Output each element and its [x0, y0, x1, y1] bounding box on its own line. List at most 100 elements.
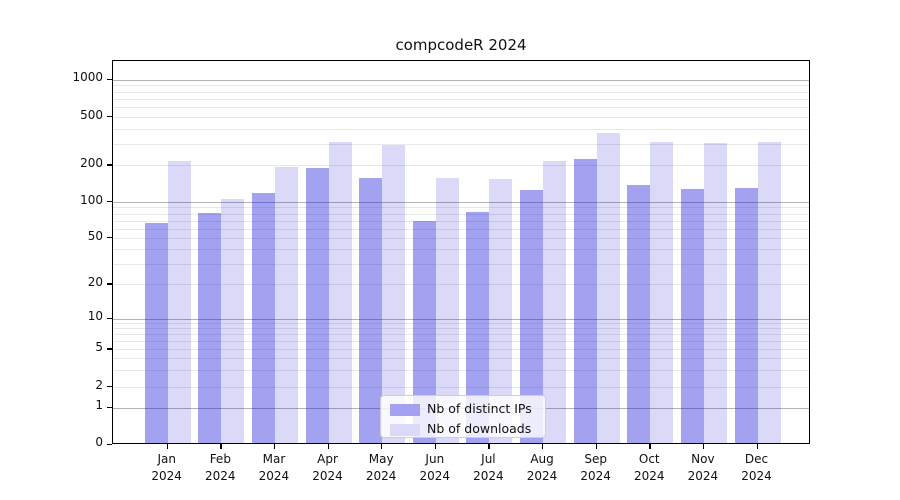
- bar-ips-jan: [144, 222, 168, 443]
- x-tick-apr: [327, 444, 329, 449]
- gridline-minor-7: [113, 334, 809, 336]
- x-label-year: 2024: [312, 469, 343, 483]
- x-tick-label-jun: Jun 2024: [395, 451, 475, 485]
- gridline-minor-200: [113, 165, 809, 167]
- bar-downloads-nov: [703, 143, 727, 443]
- x-tick-label-may: May 2024: [341, 451, 421, 485]
- y-tick-10: [107, 317, 112, 319]
- y-tick-label-1: 1: [95, 398, 103, 413]
- y-tick-0: [107, 443, 112, 445]
- y-tick-label-5: 5: [95, 339, 103, 354]
- bar-ips-feb: [198, 213, 222, 443]
- bar-downloads-may: [382, 145, 406, 443]
- legend-label-distinct-ips: Nb of distinct IPs: [427, 401, 532, 416]
- legend-label-downloads: Nb of downloads: [427, 421, 532, 436]
- x-tick-jul: [488, 444, 490, 449]
- x-tick-mar: [273, 444, 276, 449]
- x-tick-label-oct: Oct 2024: [609, 451, 689, 485]
- gridline-minor-30: [113, 263, 809, 265]
- x-label-year: 2024: [741, 469, 772, 483]
- gridline-minor-60: [113, 228, 809, 230]
- x-tick-label-jan: Jan 2024: [127, 451, 207, 485]
- gridline-minor-70: [113, 220, 809, 222]
- y-tick-label-100: 100: [80, 192, 103, 207]
- bar-ips-oct: [627, 184, 651, 443]
- bar-downloads-oct: [650, 141, 674, 443]
- x-tick-label-dec: Dec 2024: [717, 451, 797, 485]
- y-tick-50: [107, 237, 112, 239]
- y-tick-label-2: 2: [95, 377, 103, 392]
- legend: Nb of distinct IPs Nb of downloads: [380, 395, 546, 438]
- y-tick-2: [107, 386, 112, 388]
- bar-downloads-apr: [328, 142, 352, 443]
- x-tick-label-mar: Mar 2024: [234, 451, 314, 485]
- gridline-minor-20: [113, 284, 809, 286]
- gridline-minor-9: [113, 323, 809, 325]
- bar-ips-dec: [734, 188, 758, 443]
- gridline-minor-400: [113, 128, 809, 130]
- bar-downloads-feb: [221, 199, 245, 443]
- x-label-month: Oct: [638, 452, 660, 466]
- bar-downloads-aug: [543, 161, 567, 443]
- plot-area: Nb of distinct IPs Nb of downloads: [112, 60, 810, 444]
- x-tick-label-nov: Nov 2024: [663, 451, 743, 485]
- x-label-month: Feb: [209, 452, 231, 466]
- legend-item-distinct-ips: Nb of distinct IPs: [381, 400, 545, 420]
- bar-downloads-sep: [596, 133, 620, 443]
- bar-ips-mar: [251, 193, 275, 443]
- x-label-year: 2024: [580, 469, 611, 483]
- bar-ips-may: [359, 177, 383, 443]
- x-label-year: 2024: [633, 469, 665, 483]
- gridline-minor-90: [113, 207, 809, 209]
- y-tick-label-10: 10: [87, 309, 103, 324]
- bar-downloads-jan: [167, 161, 191, 443]
- x-label-month: Sep: [584, 452, 607, 466]
- gridline-minor-300: [113, 143, 809, 145]
- bar-ips-jul: [466, 212, 490, 443]
- x-tick-sep: [595, 444, 597, 449]
- x-tick-nov: [702, 444, 705, 449]
- gridline-minor-5: [113, 349, 809, 351]
- gridline-minor-2: [113, 387, 809, 388]
- legend-swatch-downloads: [390, 424, 420, 436]
- gridline-minor-4: [113, 358, 809, 360]
- x-label-month: Nov: [691, 452, 715, 466]
- legend-swatch-distinct-ips: [390, 404, 420, 416]
- y-tick-200: [107, 164, 112, 166]
- x-label-year: 2024: [258, 469, 290, 483]
- x-tick-label-aug: Aug 2024: [502, 451, 582, 485]
- x-label-year: 2024: [205, 469, 236, 483]
- x-label-year: 2024: [473, 469, 504, 483]
- gridline-minor-80: [113, 213, 809, 215]
- x-tick-label-sep: Sep 2024: [556, 451, 636, 485]
- x-tick-may: [381, 444, 383, 449]
- y-tick-label-20: 20: [87, 274, 103, 289]
- legend-item-downloads: Nb of downloads: [381, 420, 545, 440]
- x-label-month: Jun: [425, 452, 445, 466]
- gridline-minor-8: [113, 328, 809, 330]
- x-tick-label-apr: Apr 2024: [288, 451, 368, 485]
- x-label-month: Jan: [157, 452, 176, 466]
- y-tick-label-200: 200: [80, 155, 103, 170]
- x-label-year: 2024: [365, 469, 397, 483]
- y-tick-20: [107, 283, 112, 285]
- gridline-minor-600: [113, 107, 809, 109]
- x-label-year: 2024: [687, 469, 719, 483]
- bar-downloads-jun: [435, 177, 459, 443]
- y-tick-1000: [107, 78, 112, 80]
- x-tick-oct: [649, 444, 651, 449]
- bar-ips-nov: [680, 189, 704, 443]
- bar-downloads-mar: [274, 167, 298, 443]
- bar-ips-aug: [520, 190, 544, 443]
- x-tick-aug: [542, 444, 544, 449]
- gridline-minor-500: [113, 117, 809, 118]
- gridline-minor-800: [113, 91, 809, 93]
- x-label-month: Jul: [481, 452, 496, 466]
- x-label-year: 2024: [419, 469, 451, 483]
- gridline-minor-50: [113, 238, 809, 239]
- y-tick-label-0: 0: [95, 435, 103, 450]
- gridline-minor-40: [113, 249, 809, 251]
- x-label-month: Dec: [744, 452, 769, 466]
- x-label-month: May: [368, 452, 394, 466]
